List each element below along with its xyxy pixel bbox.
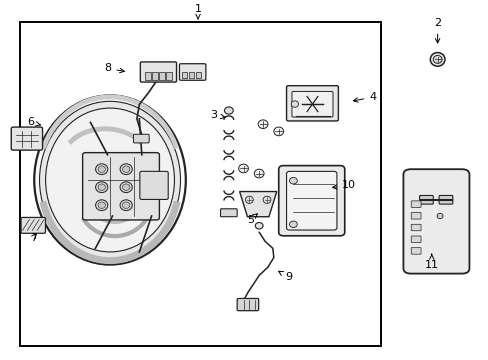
Ellipse shape	[120, 182, 132, 193]
Ellipse shape	[238, 164, 248, 173]
Ellipse shape	[290, 101, 298, 107]
Ellipse shape	[120, 164, 132, 175]
FancyBboxPatch shape	[291, 91, 332, 117]
FancyBboxPatch shape	[438, 195, 452, 204]
Ellipse shape	[40, 101, 180, 259]
FancyBboxPatch shape	[410, 201, 420, 207]
Ellipse shape	[122, 202, 130, 208]
Text: 4: 4	[353, 92, 376, 102]
Ellipse shape	[96, 182, 108, 193]
Bar	[182, 72, 187, 78]
Text: 11: 11	[424, 254, 438, 270]
Bar	[145, 72, 151, 80]
FancyBboxPatch shape	[286, 171, 336, 230]
Bar	[159, 72, 164, 80]
Text: 8: 8	[104, 63, 124, 73]
Ellipse shape	[254, 169, 264, 178]
Ellipse shape	[432, 55, 441, 63]
Bar	[165, 72, 171, 80]
FancyBboxPatch shape	[140, 62, 176, 82]
Bar	[189, 72, 194, 78]
Ellipse shape	[96, 164, 108, 175]
FancyBboxPatch shape	[410, 224, 420, 231]
Text: 5: 5	[246, 214, 257, 225]
Ellipse shape	[289, 221, 297, 228]
Ellipse shape	[120, 200, 132, 211]
Ellipse shape	[289, 177, 297, 184]
Bar	[152, 72, 158, 80]
Ellipse shape	[429, 53, 444, 66]
Ellipse shape	[273, 127, 283, 136]
FancyBboxPatch shape	[278, 166, 344, 236]
FancyBboxPatch shape	[140, 171, 168, 199]
FancyBboxPatch shape	[133, 134, 149, 143]
FancyBboxPatch shape	[410, 212, 420, 219]
Ellipse shape	[98, 202, 105, 208]
Text: 2: 2	[433, 18, 440, 43]
Bar	[196, 72, 201, 78]
Text: 6: 6	[27, 117, 41, 127]
FancyBboxPatch shape	[286, 86, 338, 121]
Text: 9: 9	[278, 271, 292, 282]
FancyBboxPatch shape	[21, 217, 45, 233]
Ellipse shape	[436, 213, 442, 219]
Ellipse shape	[245, 196, 253, 203]
Ellipse shape	[122, 166, 130, 172]
FancyBboxPatch shape	[403, 169, 468, 274]
Polygon shape	[239, 192, 276, 217]
FancyBboxPatch shape	[179, 64, 205, 80]
Text: 10: 10	[332, 180, 356, 190]
Ellipse shape	[98, 166, 105, 172]
Ellipse shape	[255, 222, 263, 229]
FancyBboxPatch shape	[419, 195, 432, 204]
Ellipse shape	[96, 200, 108, 211]
FancyBboxPatch shape	[237, 298, 258, 311]
Bar	[20, 22, 381, 346]
FancyBboxPatch shape	[410, 248, 420, 254]
Text: 3: 3	[210, 110, 224, 120]
Ellipse shape	[34, 95, 185, 265]
Ellipse shape	[224, 107, 233, 114]
FancyBboxPatch shape	[220, 209, 237, 217]
Ellipse shape	[258, 120, 267, 129]
FancyBboxPatch shape	[410, 236, 420, 243]
Text: 7: 7	[30, 233, 37, 243]
FancyBboxPatch shape	[82, 153, 159, 220]
Ellipse shape	[263, 196, 270, 203]
Text: 1: 1	[194, 4, 201, 19]
Ellipse shape	[45, 108, 174, 252]
FancyBboxPatch shape	[11, 127, 42, 150]
Ellipse shape	[98, 184, 105, 190]
Ellipse shape	[122, 184, 130, 190]
